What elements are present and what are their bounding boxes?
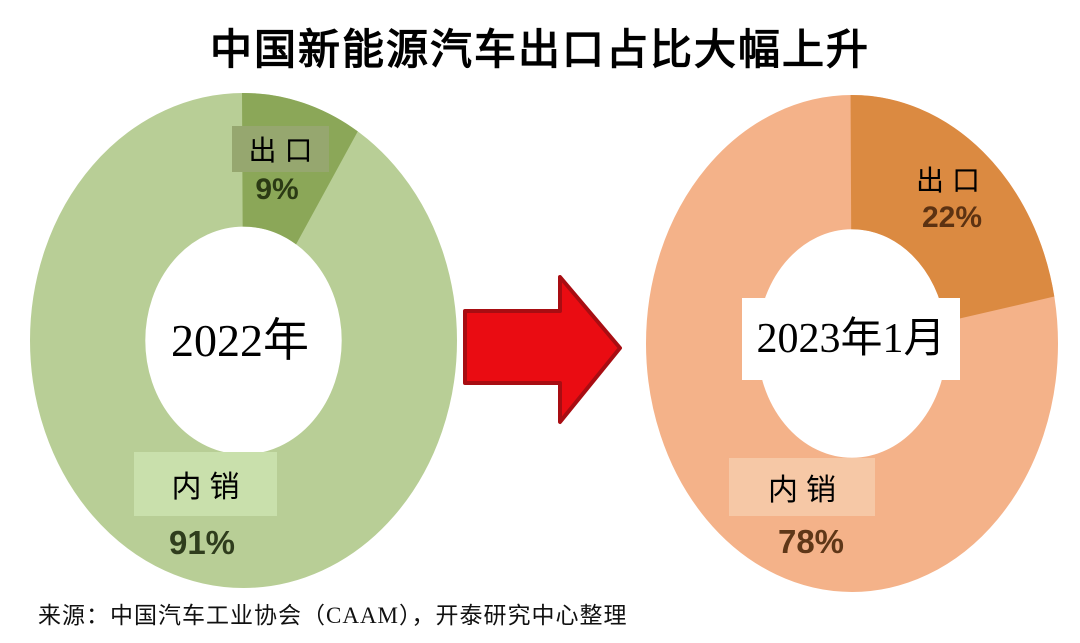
center-year-label-2023-jan: 2023年1月 bbox=[756, 316, 946, 362]
export-label-box-2022: 出口 bbox=[232, 126, 329, 172]
right-arrow bbox=[463, 275, 622, 424]
source-note: 来源：中国汽车工业协会（CAAM），开泰研究中心整理 bbox=[38, 603, 628, 628]
right-arrow-shape bbox=[463, 275, 622, 424]
donut-chart-2023-jan: 出口 22% 2023年1月 内销 78% bbox=[646, 95, 1058, 592]
center-year-label-box-2023-jan: 2023年1月 bbox=[742, 298, 960, 380]
page-title: 中国新能源汽车出口占比大幅上升 bbox=[209, 28, 870, 74]
domestic-value-2022: 91% bbox=[168, 524, 236, 561]
domestic-label-box-2022: 内销 bbox=[134, 452, 277, 516]
donut-chart-2022: 出口 9% 2022年 内销 91% bbox=[30, 93, 457, 588]
donut-ring-export-2023-jan bbox=[646, 95, 1058, 592]
domestic-label-2022: 内销 bbox=[171, 471, 248, 504]
center-year-label-2022: 2022年 bbox=[171, 315, 309, 366]
domestic-label-2023-jan: 内销 bbox=[768, 474, 844, 507]
donut-svg-2023-jan bbox=[646, 95, 1058, 592]
domestic-label-box-2023-jan: 内销 bbox=[729, 458, 875, 516]
export-value-2023-jan: 22% bbox=[921, 201, 983, 234]
domestic-value-2023-jan: 78% bbox=[777, 523, 845, 560]
export-value-2022: 9% bbox=[255, 173, 299, 206]
export-label-2023-jan: 出口 bbox=[915, 166, 988, 197]
export-label-2022: 出口 bbox=[248, 136, 321, 167]
